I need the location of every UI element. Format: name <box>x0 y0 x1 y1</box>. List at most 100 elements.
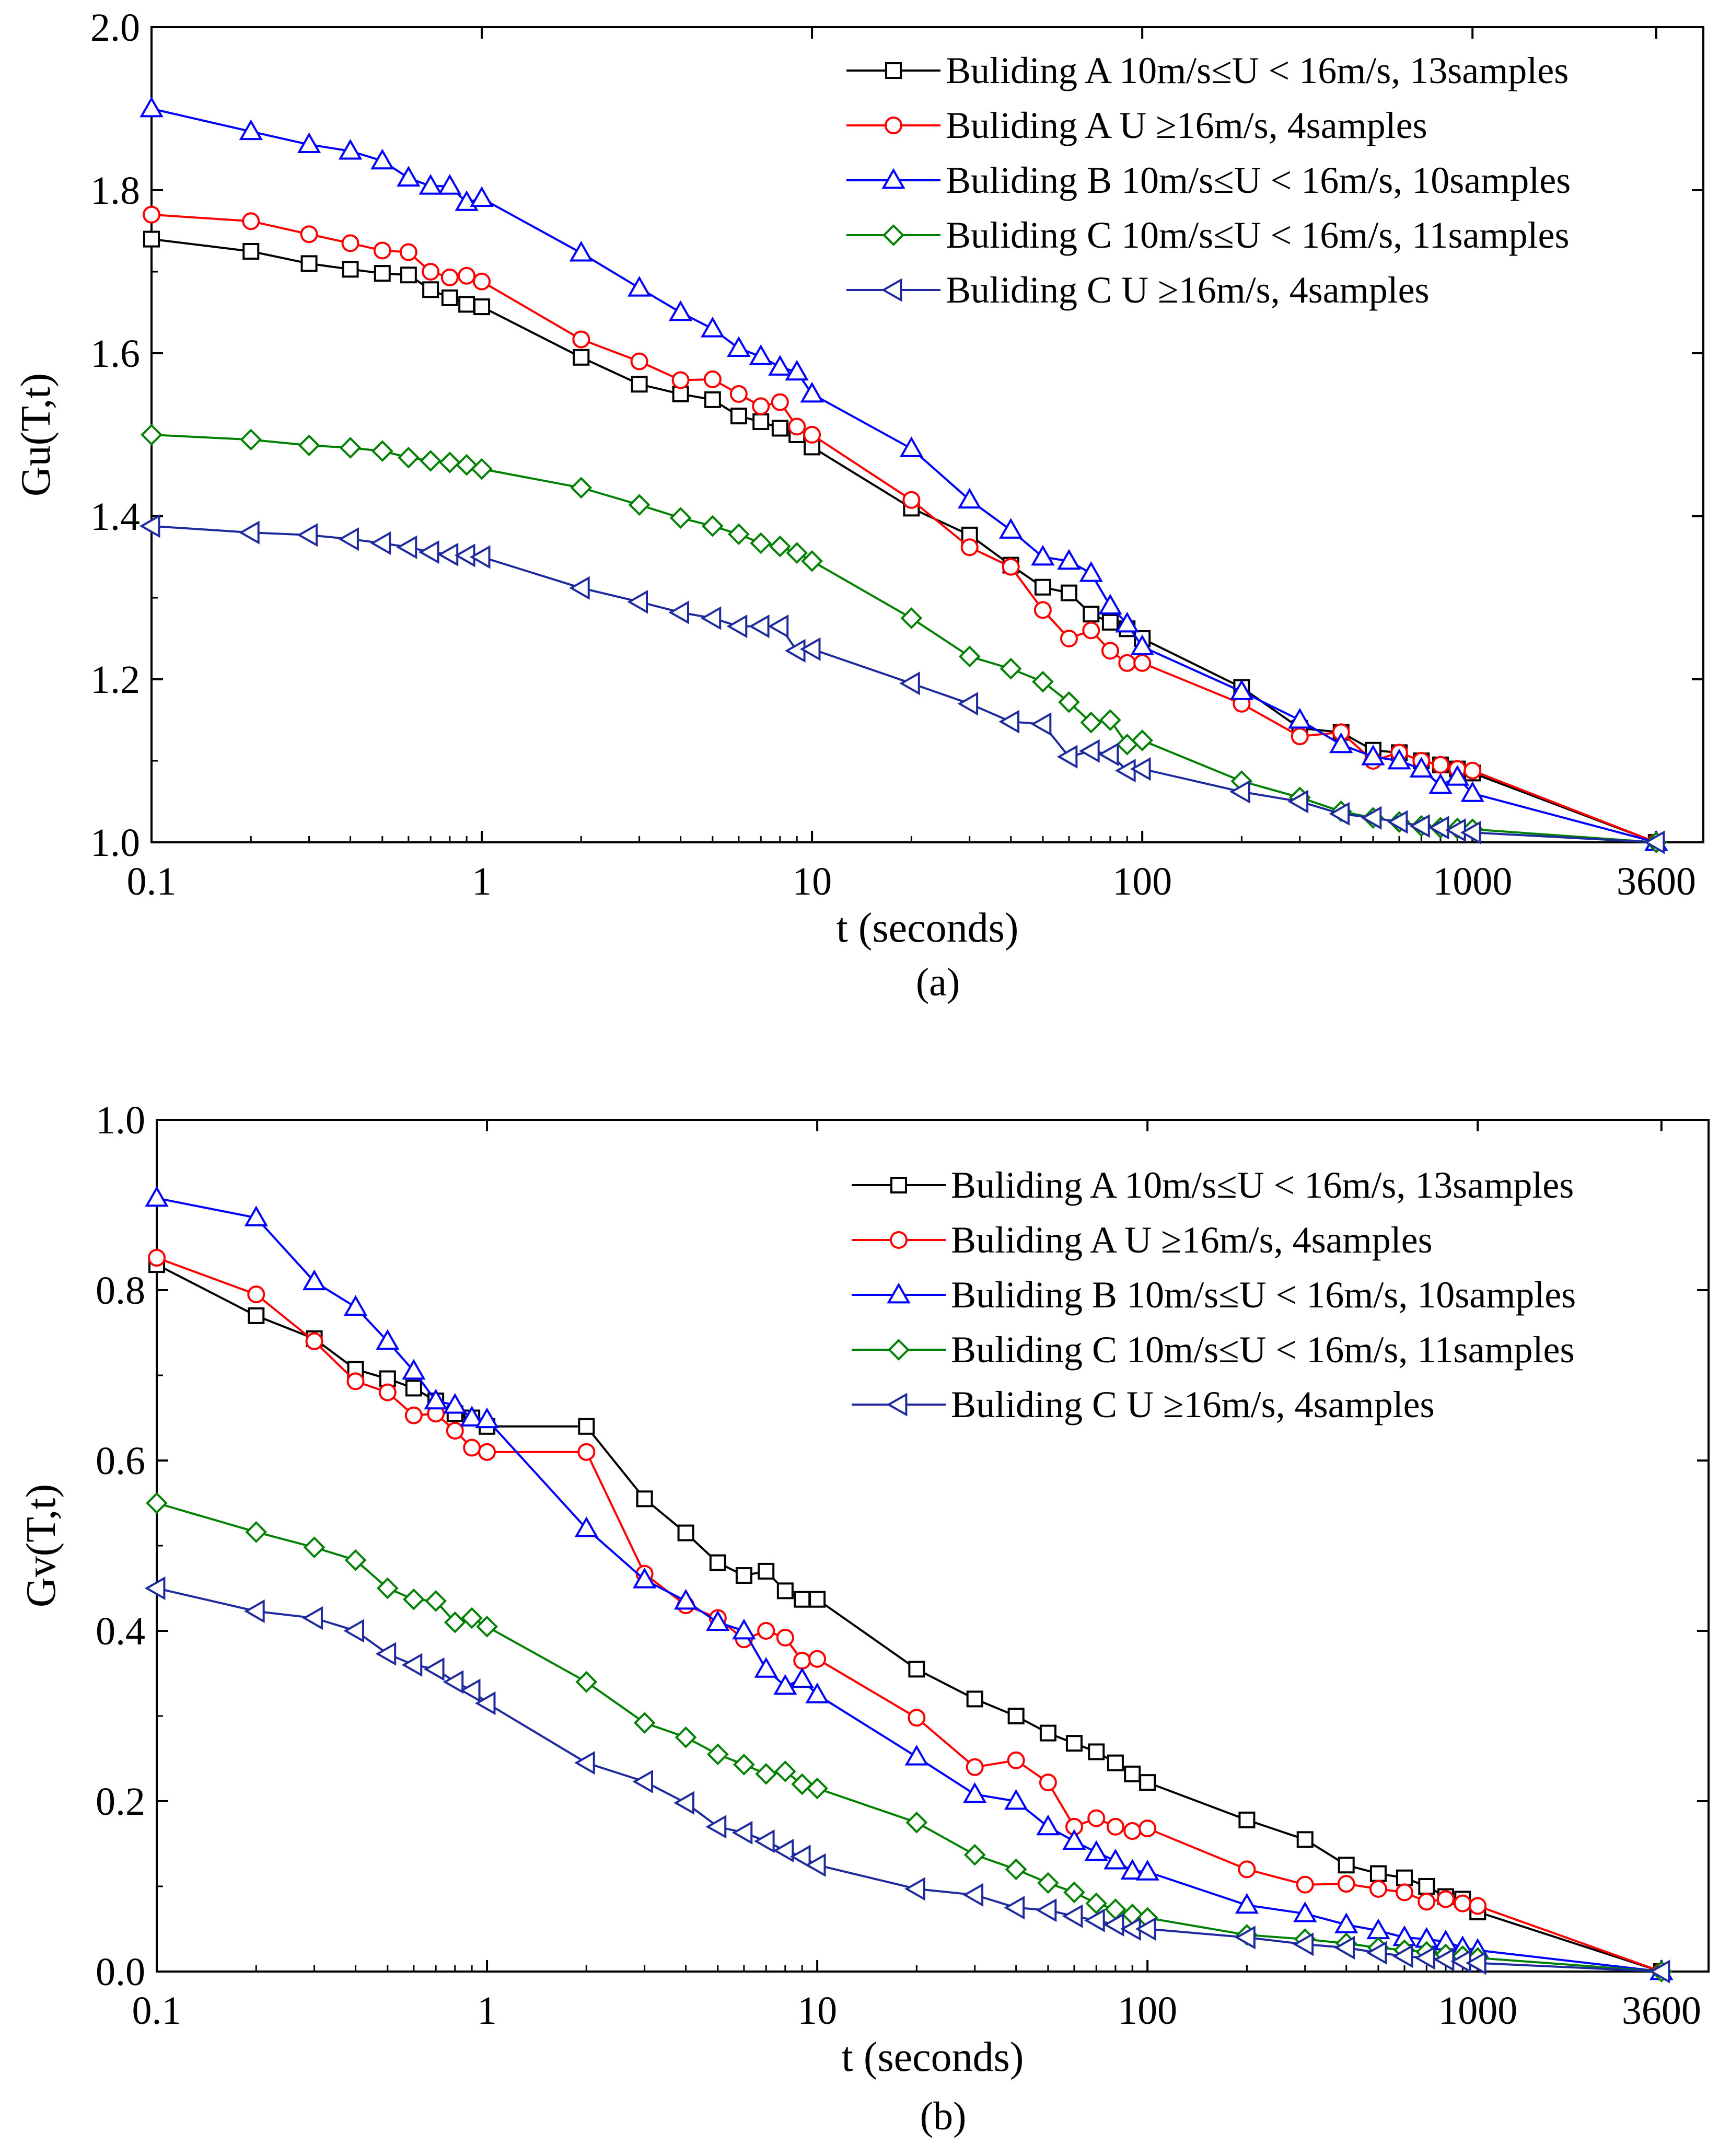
chart-b-series-5-point <box>1103 1912 1124 1937</box>
chart-b-x-tick-label: 3600 <box>1622 1989 1701 2033</box>
chart-a-series-5-point <box>627 590 648 614</box>
chart-b-series-5-point <box>773 1838 794 1863</box>
chart-a-series-1-point <box>704 391 721 408</box>
chart-a-legend-label: Buliding A 10m/s≤U < 16m/s, 13samples <box>946 50 1569 91</box>
chart-a-series-1-point <box>342 261 359 278</box>
chart-a-series-3-point <box>1445 764 1469 786</box>
chart-a-series-2-point <box>399 243 417 261</box>
chart-a-y-tick-label: 2.0 <box>90 6 140 50</box>
chart-b-series-5-point <box>375 1642 397 1666</box>
chart-a-series-4-point <box>1000 657 1022 680</box>
chart-b-series-4-point <box>1085 1892 1108 1915</box>
chart-b-legend-marker <box>888 1339 910 1361</box>
chart-b-series-3-point <box>1104 1848 1128 1870</box>
chart-b-series-4-point <box>733 1754 755 1776</box>
chart-a-series-3-point <box>800 381 824 403</box>
chart-b-series-3-point <box>244 1205 268 1226</box>
chart-b-series-3-point <box>1293 1901 1317 1922</box>
chart-b-series-3-point <box>1084 1840 1108 1861</box>
chart-a-series-5-point <box>1409 814 1430 838</box>
chart-b-series-1-point <box>1296 1831 1314 1848</box>
chart-b-series-1-point <box>794 1591 811 1608</box>
chart-a-series-3-point <box>785 360 809 381</box>
chart-b-series-2-point <box>478 1443 496 1461</box>
chart-a-series-2-point <box>473 272 491 291</box>
chart-a-y-axis-title: Gu(T,t) <box>13 373 59 496</box>
chart-b-legend-label: Buliding C 10m/s≤U < 16m/s, 11samples <box>951 1329 1575 1371</box>
chart-b-series-5-point <box>343 1619 364 1643</box>
chart-a-legend-label: Buliding A U ≥16m/s, 4samples <box>946 105 1427 146</box>
chart-a-series-4-point <box>1058 691 1080 713</box>
chart-a-series-5-point <box>396 535 417 559</box>
chart-b-series-1-point <box>1369 1865 1387 1882</box>
chart-b-series-5-point <box>244 1599 265 1624</box>
chart-b-series-3-point <box>732 1618 756 1640</box>
chart-b-series-5-point <box>673 1791 694 1815</box>
chart-b-series-1-point <box>908 1661 925 1678</box>
chart-a-legend-marker <box>881 278 902 302</box>
chart-a-series-5-point <box>998 710 1020 734</box>
chart-b-series-4-point <box>774 1760 796 1782</box>
chart-a-series-1-point <box>1034 578 1051 596</box>
chart-b-series-1-point <box>636 1490 653 1508</box>
chart-b-series-5-point <box>1062 1904 1083 1928</box>
chart-a-series-3-point <box>239 119 263 141</box>
chart-a-series-5-point <box>1130 757 1151 781</box>
chart-b-y-tick-label: 0.8 <box>96 1269 145 1313</box>
chart-a-series-4-point <box>769 535 791 558</box>
chart-b-y-tick-label: 0.0 <box>96 1950 145 1994</box>
chart-b-legend-marker <box>890 1231 908 1249</box>
chart-b-y-tick-label: 0.4 <box>96 1609 145 1653</box>
chart-a-series-4-point <box>1116 733 1139 756</box>
chart-a-series-1-point <box>1101 613 1119 631</box>
chart-b-series-2-point <box>1395 1883 1413 1902</box>
chart-b-series-4-point <box>461 1607 483 1629</box>
chart-a-series-4-point <box>702 515 724 537</box>
chart-b-series-1-point <box>1396 1869 1413 1886</box>
chart-a-series-2-point <box>1431 756 1449 774</box>
chart-a-y-tick-label: 1.0 <box>90 821 140 865</box>
chart-b-series-5 <box>144 1576 1670 1984</box>
chart-a-series-3-point <box>998 518 1023 539</box>
chart-a-series-5 <box>139 514 1665 854</box>
chart-a-series-1-point <box>752 413 770 431</box>
chart-b-series-5-point <box>1004 1896 1025 1920</box>
chart-a-series-4-point <box>471 458 493 480</box>
chart-b-series-4-point <box>963 1844 986 1866</box>
chart-a-series-3-point <box>958 488 982 509</box>
chart-a-series-4-point <box>398 446 420 469</box>
chart-b-series-4-point <box>905 1811 928 1834</box>
chart-b-series-5-point <box>1414 1946 1435 1970</box>
chart-b-series-5-point <box>731 1821 753 1845</box>
chart-b-x-tick-label: 10 <box>797 1989 837 2033</box>
chart-a-series-3-point <box>1229 679 1254 700</box>
chart-b-series-3-point <box>1235 1893 1259 1914</box>
chart-b-series-4-point <box>707 1743 729 1766</box>
chart-a-x-tick-label: 1 <box>472 860 492 903</box>
chart-b-series-3-point <box>460 1406 484 1427</box>
chart-a-series-2-point <box>752 397 770 415</box>
chart-b-series-3-point <box>790 1667 814 1688</box>
chart-a-series-2-point <box>572 330 590 349</box>
chart-a-series-4-point <box>1099 709 1121 731</box>
chart-b-series-3-point <box>1004 1789 1028 1810</box>
chart-a-series-2-point <box>300 225 318 244</box>
chart-a-y-tick-label: 1.4 <box>90 495 140 539</box>
chart-b-series-1-point <box>1338 1857 1355 1874</box>
chart-b-series-5-point <box>1366 1941 1387 1965</box>
chart-a-series-3-point <box>727 336 751 357</box>
chart-b-series-2-point <box>908 1709 926 1727</box>
chart-a-series-3-point <box>1428 773 1453 794</box>
chart-b-series-2-point <box>577 1443 596 1461</box>
chart-b-y-tick-label: 0.2 <box>96 1780 145 1824</box>
chart-b-series-4-point <box>1005 1858 1027 1881</box>
chart-a-series-3-point <box>1409 757 1433 778</box>
chart-a-series-1-point <box>143 230 160 248</box>
chart-a-legend-marker <box>881 168 905 189</box>
chart-b-series-1-point <box>1238 1811 1256 1828</box>
chart-b-series-2-point <box>808 1650 827 1668</box>
chart-b-series-2-point <box>1123 1822 1142 1840</box>
chart-a-series-2-point <box>1033 601 1052 619</box>
chart-b-series-5-point <box>1649 1960 1670 1984</box>
chart-b-series-5-point <box>423 1657 445 1681</box>
